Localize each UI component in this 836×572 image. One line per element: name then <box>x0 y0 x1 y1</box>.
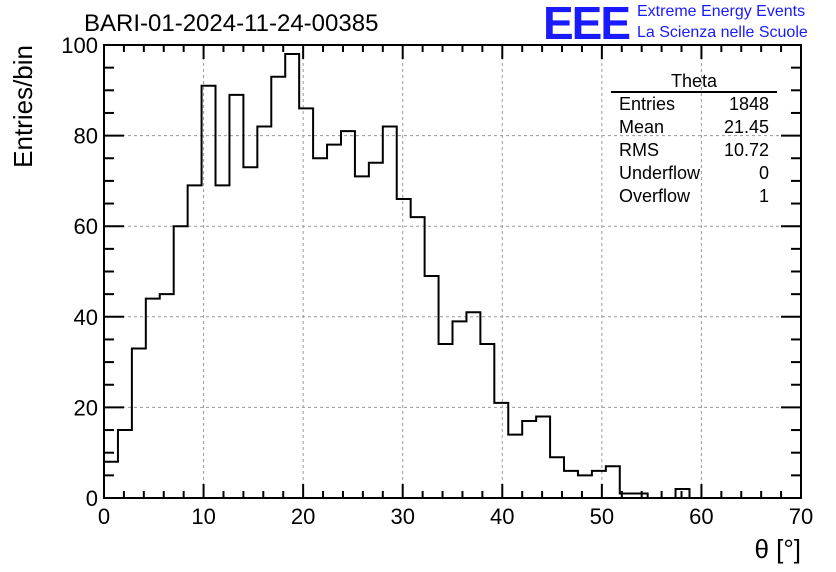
histogram-bin <box>299 108 313 498</box>
y-tick-label: 100 <box>61 33 98 58</box>
histogram-bin <box>439 344 453 498</box>
stats-row-mean: Mean 21.45 <box>611 116 777 139</box>
y-tick-label: 0 <box>86 486 98 511</box>
stats-row-underflow: Underflow 0 <box>611 162 777 185</box>
stats-box: Theta Entries 1848 Mean 21.45 RMS 10.72 Underf… <box>611 72 777 208</box>
histogram-bin <box>522 421 536 498</box>
stats-box-title: Theta <box>611 72 777 93</box>
stats-label: Overflow <box>619 186 691 206</box>
histogram-bin <box>383 127 397 498</box>
y-tick-label: 60 <box>74 214 98 239</box>
histogram-bin <box>355 176 369 498</box>
histogram-bin <box>327 145 341 498</box>
histogram-bin <box>188 185 202 498</box>
histogram-bin <box>508 435 522 498</box>
stats-label: Entries <box>619 94 676 114</box>
histogram-bin <box>453 321 467 498</box>
y-tick-label: 40 <box>74 305 98 330</box>
histogram-bin <box>606 466 620 498</box>
y-tick-label: 20 <box>74 395 98 420</box>
histogram-bin <box>271 77 285 498</box>
histogram-bin <box>146 299 160 498</box>
histogram-bin <box>160 294 174 498</box>
stats-rows: Entries 1848 Mean 21.45 RMS 10.72 Underflow 0 Ov… <box>611 93 777 208</box>
stats-label: Underflow <box>619 163 701 183</box>
stats-value: 1848 <box>728 94 769 114</box>
histogram-bin <box>341 131 355 498</box>
histogram-bin <box>411 217 425 498</box>
logo-line-1: Extreme Energy Events <box>637 3 806 20</box>
y-axis-label: Entries/bin <box>8 45 38 168</box>
x-axis-label: θ [°] <box>754 534 801 564</box>
histogram-bin <box>174 226 188 498</box>
logo-line-2: La Scienza nelle Scuole <box>637 24 808 41</box>
histogram-bin <box>313 158 327 498</box>
histogram-bin <box>216 185 230 498</box>
axis-ticks <box>103 44 802 499</box>
histogram-bin <box>592 471 606 498</box>
x-tick-label: 50 <box>590 504 614 529</box>
stats-value: 21.45 <box>723 117 769 137</box>
histogram-bin <box>369 163 383 498</box>
stats-value: 1 <box>758 186 769 206</box>
histogram-bin <box>229 95 243 498</box>
stats-label: RMS <box>619 140 659 160</box>
x-tick-label: 20 <box>291 504 315 529</box>
histogram-bin <box>578 475 592 498</box>
x-tick-label: 0 <box>98 504 110 529</box>
stats-row-rms: RMS 10.72 <box>611 139 777 162</box>
histogram-bin <box>132 349 146 498</box>
histogram-bin <box>564 471 578 498</box>
histogram-title: BARI-01-2024-11-24-00385 <box>84 10 379 37</box>
grid-lines <box>104 45 801 498</box>
histogram-bin <box>285 54 299 498</box>
histogram-bin <box>466 312 480 498</box>
histogram-bin <box>397 199 411 498</box>
x-tick-label: 70 <box>789 504 813 529</box>
histogram-outline <box>103 53 801 499</box>
eee-logo: EEE <box>543 0 631 49</box>
histogram-bin <box>118 430 132 498</box>
stats-row-entries: Entries 1848 <box>611 93 777 116</box>
histogram-bin <box>494 403 508 498</box>
stats-row-overflow: Overflow 1 <box>611 185 777 208</box>
histogram-bin <box>257 127 271 498</box>
stats-value: 0 <box>758 163 769 183</box>
y-tick-label: 80 <box>74 124 98 149</box>
histogram-bin <box>104 462 118 498</box>
x-tick-label: 60 <box>689 504 713 529</box>
histogram-bin <box>425 276 439 498</box>
histogram-bin <box>243 167 257 498</box>
histogram-bin <box>480 344 494 498</box>
histogram-bin <box>536 416 550 498</box>
stats-label: Mean <box>619 117 665 137</box>
x-tick-label: 30 <box>390 504 414 529</box>
x-tick-label: 10 <box>191 504 215 529</box>
stats-value: 10.72 <box>723 140 769 160</box>
x-tick-label: 40 <box>490 504 514 529</box>
